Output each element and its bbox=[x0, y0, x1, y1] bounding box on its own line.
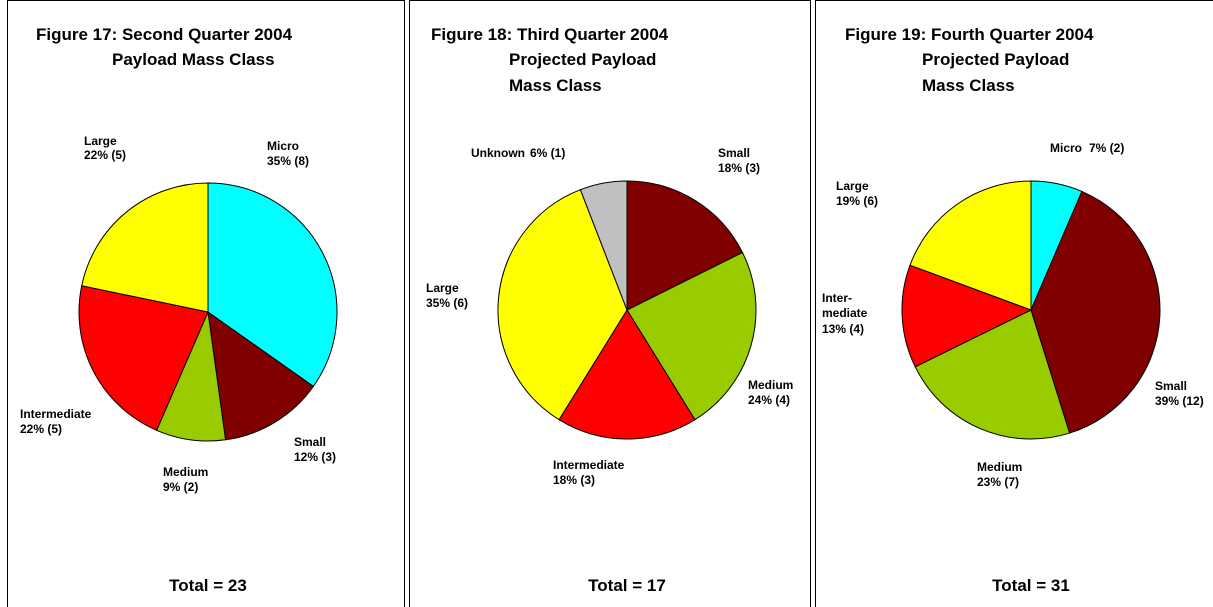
total-label: Total = 31 bbox=[992, 576, 1070, 595]
pie-slice bbox=[81, 182, 209, 313]
chart-title: Figure 17: Second Quarter 2004 bbox=[36, 25, 293, 44]
slice-value-label: 7% (2) bbox=[1089, 141, 1124, 155]
slice-value-label: 22% (5) bbox=[84, 148, 126, 162]
chart-title: Mass Class bbox=[922, 76, 1015, 95]
pie-slice bbox=[207, 182, 338, 388]
slice-category-label: Small bbox=[1155, 379, 1187, 393]
slice-value-label: 35% (8) bbox=[267, 154, 309, 168]
slice-value-label: 6% (1) bbox=[530, 146, 565, 160]
chart-title: Figure 19: Fourth Quarter 2004 bbox=[845, 25, 1094, 44]
chart-title: Mass Class bbox=[509, 76, 602, 95]
pie-slice bbox=[909, 180, 1032, 311]
slice-value-label: 39% (12) bbox=[1155, 394, 1204, 408]
slice-category-label: Medium bbox=[748, 378, 793, 392]
slice-category-label: Small bbox=[294, 435, 326, 449]
pie-slice bbox=[78, 285, 209, 431]
pie-slice bbox=[901, 264, 1033, 368]
slice-category-label: Medium bbox=[163, 465, 208, 479]
pie-slice bbox=[558, 309, 696, 440]
slice-category-label: Large bbox=[426, 281, 459, 295]
slice-category-label: Micro bbox=[267, 139, 299, 153]
slice-value-label: 23% (7) bbox=[977, 475, 1019, 489]
chart-title: Payload Mass Class bbox=[112, 50, 275, 69]
slice-category-label: Intermediate bbox=[20, 407, 92, 421]
slice-category-label: Large bbox=[836, 179, 869, 193]
slice-value-label: 35% (6) bbox=[426, 296, 468, 310]
slice-category-label: Micro bbox=[1050, 141, 1082, 155]
slice-value-label: 18% (3) bbox=[553, 473, 595, 487]
total-label: Total = 23 bbox=[169, 576, 247, 595]
slice-value-label: 18% (3) bbox=[718, 161, 760, 175]
slice-value-label: 22% (5) bbox=[20, 422, 62, 436]
total-label: Total = 17 bbox=[588, 576, 666, 595]
slice-value-label: 24% (4) bbox=[748, 393, 790, 407]
slice-value-label: 12% (3) bbox=[294, 450, 336, 464]
panel-border bbox=[815, 0, 1213, 607]
pie-slice bbox=[914, 309, 1071, 440]
slice-category-label: Inter-mediate bbox=[822, 291, 868, 320]
slice-value-label: 19% (6) bbox=[836, 194, 878, 208]
panel-border bbox=[409, 0, 811, 607]
slice-category-label: Large bbox=[84, 134, 117, 148]
slice-category-label: Medium bbox=[977, 460, 1022, 474]
chart-title: Projected Payload bbox=[922, 50, 1069, 69]
chart-title: Projected Payload bbox=[509, 50, 656, 69]
panel-border bbox=[7, 0, 405, 607]
chart-title: Figure 18: Third Quarter 2004 bbox=[431, 25, 669, 44]
slice-value-label: 13% (4) bbox=[822, 322, 864, 336]
slice-category-label: Unknown bbox=[471, 146, 525, 160]
pie-slice bbox=[626, 180, 744, 311]
pie-slice bbox=[497, 189, 628, 421]
slice-value-label: 9% (2) bbox=[163, 480, 198, 494]
pie-slice bbox=[1030, 190, 1161, 434]
pie-slice bbox=[207, 310, 315, 441]
slice-category-label: Small bbox=[718, 146, 750, 160]
slice-category-label: Intermediate bbox=[553, 458, 625, 472]
pie-slice bbox=[579, 180, 628, 311]
pie-slice bbox=[626, 251, 757, 421]
